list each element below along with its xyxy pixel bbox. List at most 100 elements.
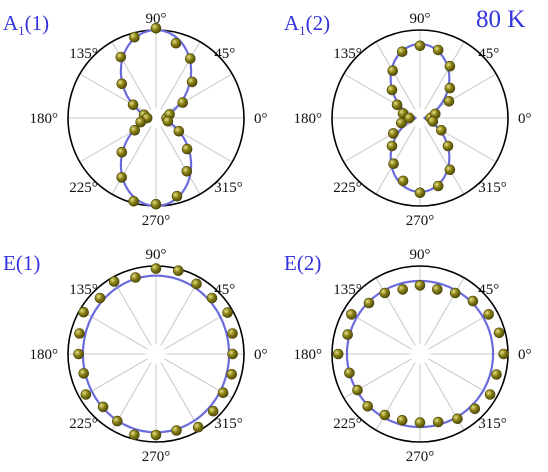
data-point [192, 421, 204, 433]
angle-tick-label: 45° [478, 46, 499, 62]
data-point [414, 417, 426, 428]
data-point [414, 280, 426, 291]
data-point [449, 287, 461, 299]
data-point [116, 146, 128, 158]
angle-tick-label: 0° [254, 347, 268, 363]
data-point [181, 143, 193, 155]
data-point [346, 309, 357, 320]
data-point [444, 164, 456, 176]
data-point [484, 389, 496, 400]
angle-tick-label: 225° [69, 416, 98, 432]
data-point [177, 97, 188, 108]
data-point [222, 307, 233, 318]
angle-tick-label: 180° [294, 347, 323, 363]
data-point [387, 65, 399, 76]
data-point [112, 415, 123, 427]
angle-tick-label: 135° [69, 46, 98, 62]
data-point [362, 400, 374, 412]
data-point [173, 265, 184, 277]
data-point [206, 292, 218, 304]
angle-tick-label: 315° [214, 180, 243, 196]
data-point [130, 272, 141, 283]
data-point [414, 187, 426, 199]
data-point [129, 31, 140, 43]
grid-line [428, 358, 497, 399]
grid-line [424, 41, 465, 110]
data-point [396, 46, 408, 58]
data-point [444, 82, 456, 94]
data-point [414, 40, 426, 52]
data-point [379, 409, 391, 421]
data-point [128, 196, 139, 207]
panel-title: E(1) [3, 251, 40, 275]
data-point [150, 263, 162, 274]
data-point [391, 99, 403, 111]
panel-title: A1(1) [3, 11, 49, 38]
angle-tick-label: 90° [146, 11, 167, 27]
data-point [171, 425, 182, 436]
angle-tick-label: 135° [333, 282, 362, 298]
angle-tick-label: 0° [518, 347, 532, 363]
angle-tick-label: 90° [146, 247, 167, 263]
grid-line [424, 126, 465, 195]
data-point [491, 369, 502, 380]
grid-line [111, 41, 152, 110]
data-point [432, 416, 444, 428]
data-point [379, 287, 391, 299]
data-point [162, 115, 174, 127]
data-point [116, 78, 128, 90]
data-point [80, 389, 92, 400]
grid-line [160, 362, 201, 431]
grid-line [164, 73, 233, 114]
data-point [73, 348, 84, 360]
data-point [108, 276, 120, 287]
angle-tick-label: 0° [254, 111, 268, 127]
grid-line [160, 41, 201, 110]
data-point [115, 51, 127, 63]
temperature-label: 80 K [476, 6, 525, 33]
data-point [78, 368, 89, 379]
data-point [150, 429, 162, 441]
grid-line [111, 277, 152, 346]
data-point [227, 328, 238, 339]
grid-line [375, 41, 416, 110]
data-point [186, 76, 198, 88]
data-point [467, 295, 479, 307]
data-point [332, 348, 344, 360]
data-point [397, 284, 409, 295]
data-point [150, 198, 162, 210]
data-point [442, 140, 454, 152]
data-point [386, 140, 398, 152]
angle-tick-label: 315° [478, 180, 507, 196]
angle-tick-label: 315° [478, 416, 507, 432]
data-point [396, 414, 408, 426]
panel-e-1: 0° 45° 90° 135° 180° 225° 270° 315° E(1) [3, 247, 268, 465]
panel-title: E(2) [284, 251, 321, 275]
angle-tick-label: 135° [69, 282, 98, 298]
data-point [207, 405, 219, 417]
grid-line [375, 277, 416, 346]
data-point [226, 368, 237, 380]
data-point [443, 96, 455, 107]
panel-title: A1(2) [284, 11, 330, 38]
data-point [74, 328, 85, 339]
data-point [387, 128, 399, 139]
grid-line [375, 362, 416, 431]
data-point [427, 116, 439, 127]
data-point [363, 297, 375, 309]
angle-tick-label: 270° [142, 213, 171, 229]
angle-tick-label: 225° [69, 180, 98, 196]
angle-tick-label: 315° [214, 416, 243, 432]
angle-tick-label: 270° [406, 449, 435, 465]
angle-tick-label: 45° [478, 282, 499, 298]
angle-tick-label: 225° [333, 180, 362, 196]
angle-tick-label: 225° [333, 416, 362, 432]
data-point [352, 384, 363, 396]
data-point [170, 37, 182, 49]
data-point [217, 387, 229, 399]
data-point [498, 348, 509, 360]
angle-tick-label: 45° [214, 282, 235, 298]
angle-tick-label: 0° [518, 111, 532, 127]
data-point [135, 116, 146, 128]
